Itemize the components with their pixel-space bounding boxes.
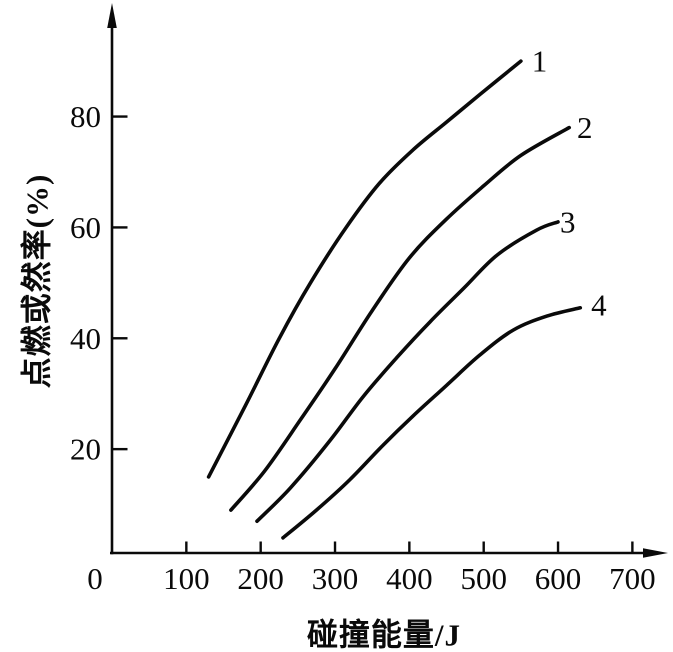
curve-label-1: 1 — [532, 44, 548, 79]
x-tick-label: 200 — [237, 561, 284, 596]
y-axis-arrow-icon — [107, 3, 117, 28]
y-tick-label: 60 — [70, 210, 101, 245]
x-tick-label: 600 — [535, 561, 582, 596]
x-tick-label: 0 — [87, 561, 103, 596]
curve-label-2: 2 — [577, 110, 593, 145]
curve-2 — [229, 125, 571, 512]
curve-3 — [255, 220, 560, 523]
x-tick-label: 700 — [609, 561, 656, 596]
y-axis-title: 点燃或然率(%) — [19, 173, 55, 389]
curve-label-4: 4 — [591, 288, 607, 323]
x-tick-label: 300 — [312, 561, 359, 596]
curve-4 — [281, 306, 583, 540]
x-axis-title: 碰撞能量/J — [306, 617, 462, 652]
x-tick-label: 400 — [386, 561, 433, 596]
y-tick-label: 40 — [70, 321, 101, 356]
x-tick-label: 500 — [460, 561, 507, 596]
x-axis-arrow-icon — [643, 548, 668, 558]
y-tick-label: 80 — [70, 99, 101, 134]
curve-label-3: 3 — [560, 204, 576, 239]
y-tick-label: 20 — [70, 432, 101, 467]
curve-1 — [206, 59, 523, 479]
x-tick-label: 100 — [163, 561, 210, 596]
